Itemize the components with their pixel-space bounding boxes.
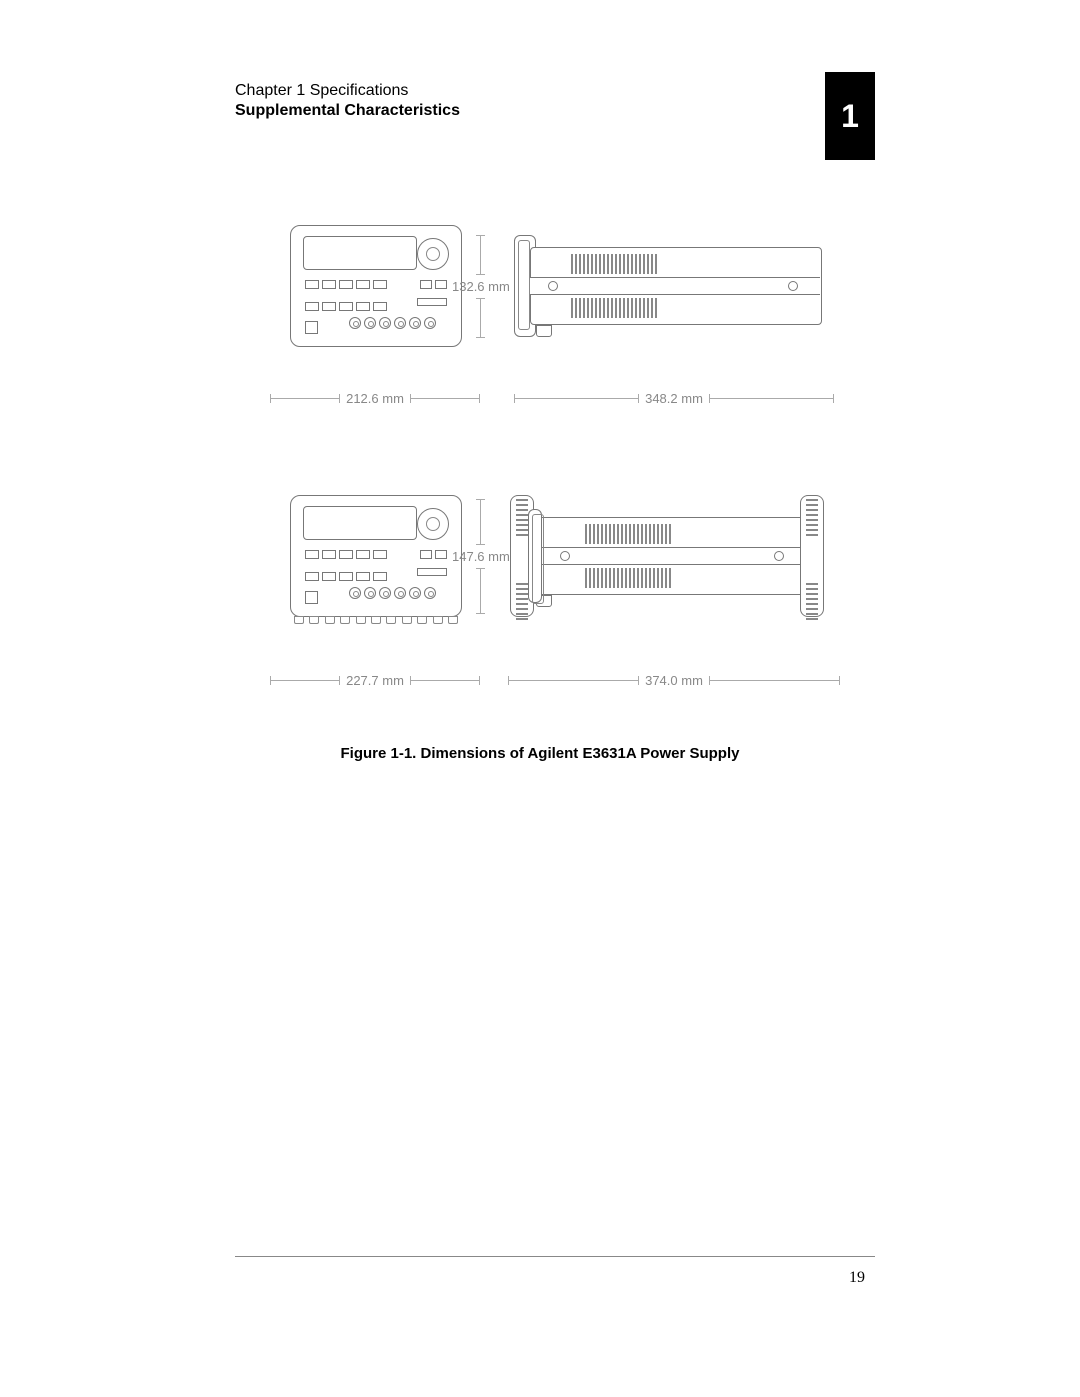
wide-button-icon: [417, 298, 447, 306]
side-rail-icon: [534, 547, 814, 565]
dimension-front-width-1: 212.6 mm: [270, 391, 480, 406]
chapter-tab: 1: [825, 72, 875, 160]
screw-icon: [788, 281, 798, 291]
page-header: Chapter 1 Specifications Supplemental Ch…: [235, 82, 460, 120]
front-panel-icon: [290, 495, 462, 617]
footer-rule: [235, 1256, 875, 1257]
chapter-tab-number: 1: [841, 98, 859, 135]
front-view-2: 227.7 mm: [290, 495, 462, 617]
knob-icon: [417, 508, 449, 540]
vent-slots-icon: [571, 298, 691, 318]
button-grid-icon: [305, 276, 390, 316]
front-panel-icon: [290, 225, 462, 347]
screw-icon: [560, 551, 570, 561]
dimension-front-width-2: 227.7 mm: [270, 673, 480, 688]
knob-icon: [417, 238, 449, 270]
side-rail-icon: [530, 277, 820, 295]
rear-bumper-icon: [800, 495, 824, 617]
section-title: Supplemental Characteristics: [235, 102, 460, 120]
vent-slots-icon: [585, 568, 705, 588]
screw-icon: [548, 281, 558, 291]
wide-button-icon: [417, 568, 447, 576]
power-switch-icon: [305, 591, 318, 604]
button-grid-icon: [305, 546, 390, 586]
dimension-side-depth-2: 374.0 mm: [508, 673, 840, 688]
side-view-2: 147.6 mm: [500, 495, 820, 615]
vent-slots-icon: [585, 524, 705, 544]
dimension-side-depth-1: 348.2 mm: [514, 391, 834, 406]
display-icon: [303, 236, 417, 270]
power-switch-icon: [305, 321, 318, 334]
binding-posts-icon: [349, 316, 439, 334]
side-foot-icon: [536, 325, 552, 337]
binding-posts-icon: [349, 586, 439, 604]
display-icon: [303, 506, 417, 540]
side-panel-icon: [500, 225, 820, 345]
page-number: 19: [849, 1269, 865, 1287]
side-panel-icon: [500, 495, 820, 615]
front-feet-icon: [291, 616, 461, 624]
figure-caption: Figure 1-1. Dimensions of Agilent E3631A…: [0, 745, 1080, 762]
side-bezel-icon: [528, 509, 542, 603]
side-view-1: 132.6 mm: [500, 225, 820, 345]
chapter-title: Chapter 1 Specifications: [235, 82, 460, 100]
document-page: Chapter 1 Specifications Supplemental Ch…: [0, 0, 1080, 1397]
arrow-buttons-icon: [417, 546, 447, 564]
front-view-1: 212.6 mm: [290, 225, 462, 347]
vent-slots-icon: [571, 254, 691, 274]
arrow-buttons-icon: [417, 276, 447, 294]
screw-icon: [774, 551, 784, 561]
